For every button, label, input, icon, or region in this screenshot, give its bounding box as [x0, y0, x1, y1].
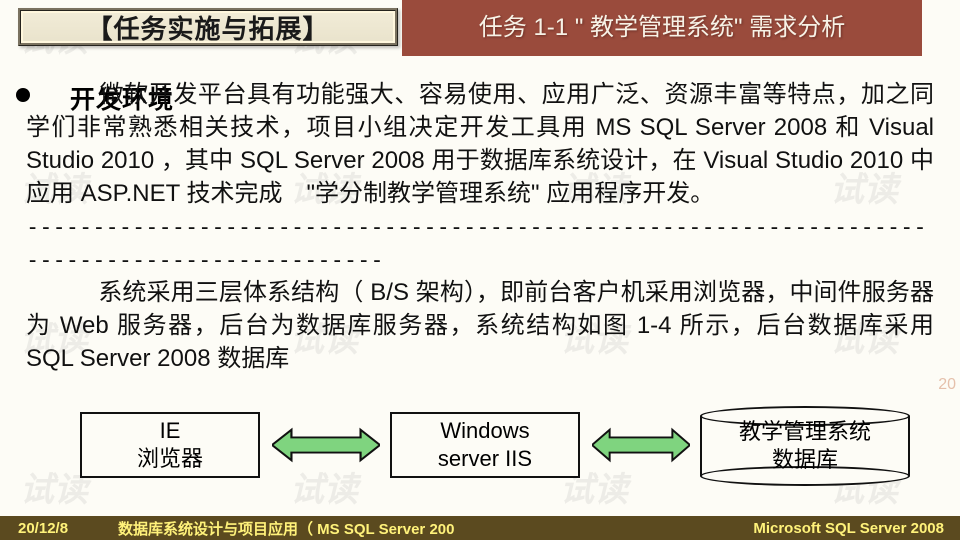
paragraph-1: 微软开发平台具有功能强大、容易使用、应用广泛、资源丰富等特点，加之同学们非常熟悉…: [26, 81, 934, 207]
node-line1: 教学管理系统: [739, 418, 871, 446]
node-line1: Windows: [440, 417, 529, 445]
diagram-node-mid: Windowsserver IIS: [390, 412, 580, 478]
node-line2: 浏览器: [137, 445, 203, 473]
paragraph-2: 系统采用三层体系结构（ B/S 架构），即前台客户机采用浏览器，中间件服务器为 …: [26, 279, 934, 372]
header: 【任务实施与拓展】 任务 1-1 " 教学管理系统" 需求分析: [0, 0, 960, 56]
diagram-node-db: 教学管理系统数据库: [700, 406, 910, 486]
slide-title: 任务 1-1 " 教学管理系统" 需求分析: [479, 14, 845, 42]
section-label-box: 【任务实施与拓展】: [18, 8, 398, 46]
diagram-arrow-1: [592, 426, 690, 464]
footer-date: 20/12/8: [18, 520, 68, 537]
page-number: 20: [938, 376, 956, 394]
diagram-arrow-0: [272, 426, 380, 464]
slide: 试读试读试读试读试读试读试读试读试读试读试读试读试读试读试读试读 【任务实施与拓…: [0, 0, 960, 540]
node-line1: IE: [160, 417, 181, 445]
footer-right: Microsoft SQL Server 2008: [753, 520, 944, 537]
footer-bar: 20/12/8 数据库系统设计与项目应用（ MS SQL Server 200 …: [0, 516, 960, 540]
node-line2: server IIS: [438, 445, 532, 473]
separator-line: ----------------------------------------…: [26, 215, 927, 273]
footer-center: 数据库系统设计与项目应用（ MS SQL Server 200: [118, 518, 454, 539]
architecture-diagram: IE浏览器 Windowsserver IIS 教学管理系统数据库: [40, 406, 920, 496]
body-text: 微软开发平台具有功能强大、容易使用、应用广泛、资源丰富等特点，加之同学们非常熟悉…: [26, 78, 934, 375]
diagram-node-client: IE浏览器: [80, 412, 260, 478]
title-box: 任务 1-1 " 教学管理系统" 需求分析: [402, 0, 922, 56]
node-line2: 数据库: [772, 446, 838, 474]
section-label: 【任务实施与拓展】: [86, 9, 329, 46]
